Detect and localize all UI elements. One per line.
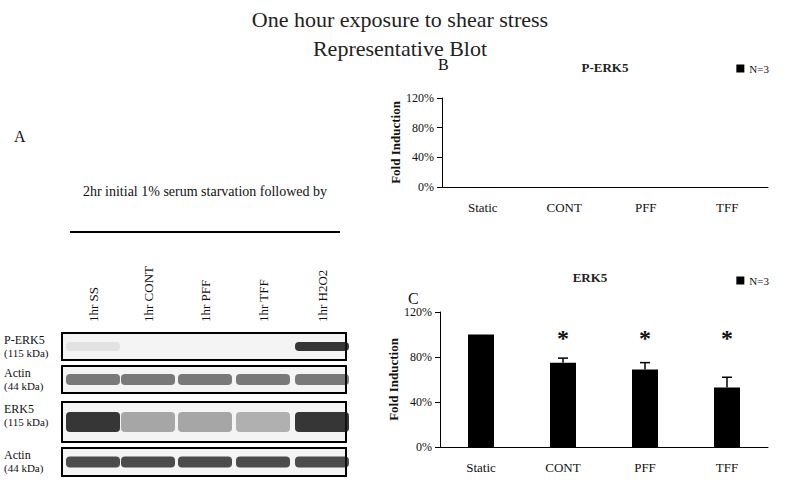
svg-text:(115 kDa): (115 kDa) [4,416,49,429]
svg-text:P-ERK5: P-ERK5 [582,60,629,75]
svg-text:CONT: CONT [547,200,582,215]
svg-text:0%: 0% [418,180,434,194]
svg-text:Fold Induction: Fold Induction [386,337,401,420]
svg-text:2hr initial 1% serum starvatio: 2hr initial 1% serum starvation followed… [83,184,327,199]
svg-text:80%: 80% [412,121,434,135]
svg-text:P-ERK5: P-ERK5 [4,333,45,347]
svg-text:Representative Blot: Representative Blot [313,36,487,61]
svg-text:120%: 120% [406,91,434,105]
svg-text:Actin: Actin [4,366,31,380]
svg-text:(44 kDa): (44 kDa) [4,462,44,475]
svg-text:N=3: N=3 [749,275,769,287]
svg-text:1hr PFF: 1hr PFF [198,280,213,322]
svg-text:1hr CONT: 1hr CONT [141,266,156,322]
svg-text:Static: Static [468,200,498,215]
svg-text:0%: 0% [416,440,432,454]
svg-text:TFF: TFF [716,460,738,475]
svg-text:Static: Static [466,460,496,475]
svg-text:B: B [438,56,449,73]
svg-text:CONT: CONT [545,460,580,475]
svg-text:1hr TFF: 1hr TFF [256,279,271,322]
svg-text:40%: 40% [412,150,434,164]
svg-text:*: * [639,325,651,351]
svg-text:TFF: TFF [716,200,738,215]
svg-text:80%: 80% [410,350,432,364]
svg-text:120%: 120% [404,305,432,319]
svg-text:N=3: N=3 [749,63,769,75]
svg-text:Fold Induction: Fold Induction [388,100,403,183]
svg-text:PFF: PFF [634,460,656,475]
svg-text:ERK5: ERK5 [573,270,608,285]
svg-text:1hr SS: 1hr SS [86,287,101,322]
svg-text:1hr H2O2: 1hr H2O2 [315,270,330,322]
svg-text:(44 kDa): (44 kDa) [4,380,44,393]
svg-text:PFF: PFF [635,200,657,215]
svg-text:ERK5: ERK5 [4,402,34,416]
svg-text:Actin: Actin [4,448,31,462]
svg-text:(115 kDa): (115 kDa) [4,347,49,360]
svg-text:One hour exposure to shear str: One hour exposure to shear stress [252,7,548,32]
svg-text:C: C [408,290,419,307]
svg-text:*: * [721,325,733,351]
svg-text:*: * [557,325,569,351]
svg-text:A: A [14,128,26,145]
svg-text:40%: 40% [410,395,432,409]
